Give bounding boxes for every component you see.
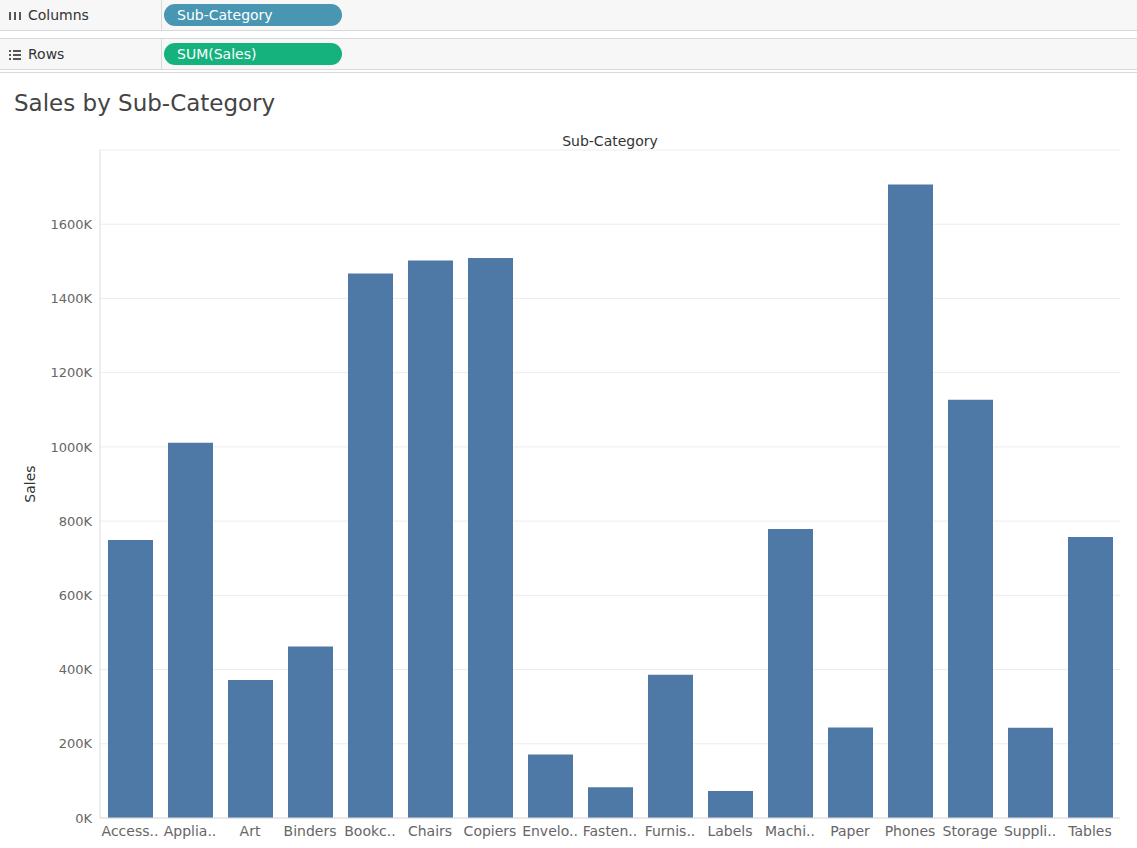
svg-text:1000K: 1000K [50,440,92,455]
svg-text:600K: 600K [59,588,93,603]
svg-text:Sales: Sales [22,465,38,502]
svg-text:1400K: 1400K [50,291,92,306]
svg-text:400K: 400K [59,662,93,677]
svg-text:Chairs: Chairs [408,823,452,839]
svg-text:800K: 800K [59,514,93,529]
svg-text:Copiers: Copiers [464,823,517,839]
svg-text:Binders: Binders [284,823,337,839]
svg-text:Fasten..: Fasten.. [583,823,638,839]
svg-text:Suppli..: Suppli.. [1004,823,1056,839]
svg-text:Machi..: Machi.. [765,823,815,839]
svg-text:Access..: Access.. [102,823,159,839]
html-text:Sub-Category: Sub-Category [177,7,273,23]
html-text:SUM(Sales): SUM(Sales) [177,46,257,62]
html-text:Sales by Sub-Category: Sales by Sub-Category [14,90,276,116]
html-text:Rows: Rows [28,46,65,62]
svg-text:0K: 0K [75,811,92,826]
svg-text:Furnis..: Furnis.. [645,823,696,839]
svg-text:Tables: Tables [1067,823,1112,839]
svg-text:1600K: 1600K [50,217,92,232]
svg-text:Paper: Paper [830,823,870,839]
html-text:Sub-Category: Sub-Category [562,133,658,149]
svg-text:Bookc..: Bookc.. [344,823,395,839]
svg-text:Labels: Labels [707,823,752,839]
svg-text:Phones: Phones [885,823,936,839]
svg-text:Applia..: Applia.. [164,823,217,839]
svg-text:Envelo..: Envelo.. [522,823,578,839]
svg-text:200K: 200K [59,736,93,751]
svg-text:Storage: Storage [943,823,998,839]
svg-text:Art: Art [240,823,261,839]
svg-text:1200K: 1200K [50,365,92,380]
html-text:Columns: Columns [28,7,89,23]
